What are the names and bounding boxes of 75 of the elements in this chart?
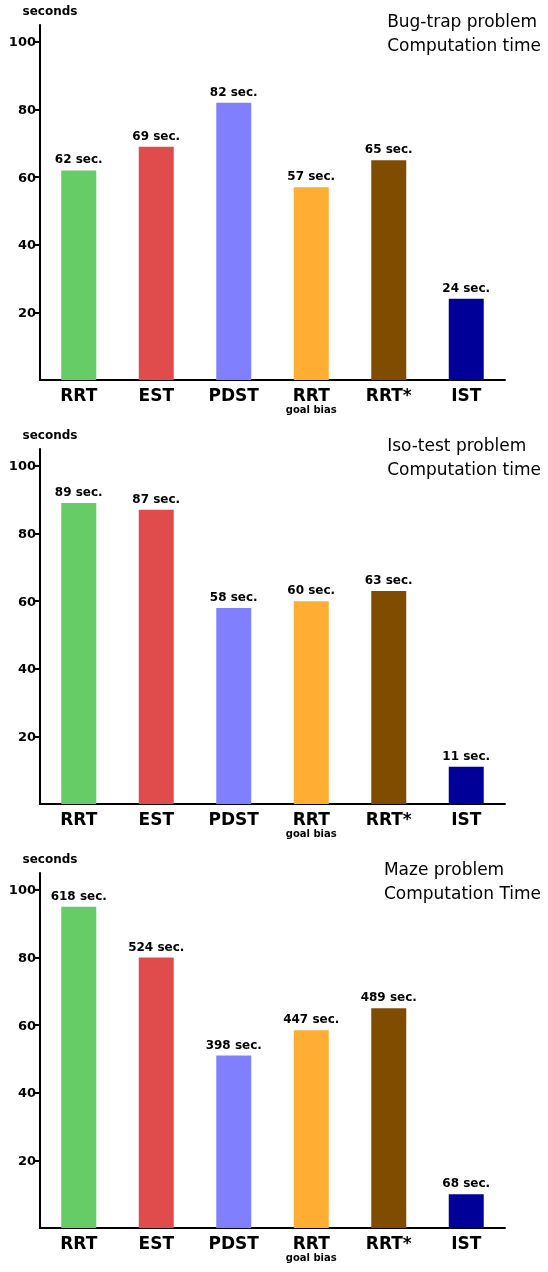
x-tick-label: RRT goal bias [285, 385, 337, 415]
x-tick-label: RRT* [365, 809, 412, 829]
bar [61, 170, 97, 380]
y-axis-title: seconds [22, 4, 78, 18]
bar [216, 102, 252, 380]
x-tick-label: PDST [208, 1233, 260, 1253]
bar [293, 1030, 329, 1228]
bar [371, 1008, 407, 1228]
bar [216, 1055, 252, 1228]
data-label: 58 sec. [209, 589, 258, 604]
data-label: 63 sec. [364, 573, 413, 587]
annotation: 524 sec. [128, 939, 185, 954]
chart-title: Maze problem Computation Time [383, 859, 542, 903]
x-tick-label: EST [138, 1233, 175, 1253]
y-tick-label: 100 [8, 458, 36, 474]
bar [293, 601, 329, 804]
bar [448, 766, 484, 804]
bar [61, 503, 97, 804]
annotation: 489 sec. [360, 990, 417, 1005]
data-label: 65 sec. [364, 142, 413, 157]
bar [448, 1194, 484, 1228]
chart-title: Iso-test problem Computation time [387, 435, 541, 479]
bar [138, 957, 174, 1228]
x-tick-label: RRT* [365, 1233, 412, 1253]
data-label: 57 sec. [287, 169, 336, 184]
y-tick-label: 60 [17, 169, 36, 185]
bar [138, 509, 174, 804]
annotation: 447 sec. [283, 1012, 340, 1027]
data-label: 62 sec. [54, 152, 103, 167]
y-tick-label: 40 [17, 237, 36, 253]
x-tick-label: PDST [208, 385, 260, 405]
data-label: 69 sec. [132, 128, 181, 143]
y-tick-label: 20 [17, 1152, 36, 1168]
data-label: 89 sec. [54, 485, 103, 500]
x-tick-label: RRT [60, 809, 98, 829]
x-tick-label: RRT goal bias [285, 1233, 337, 1263]
y-tick-label: 60 [17, 1017, 36, 1033]
data-label: 60 sec. [287, 583, 336, 598]
bar [371, 160, 407, 380]
bar [216, 607, 252, 804]
bar [61, 906, 97, 1228]
x-tick-label: EST [138, 809, 175, 829]
y-tick-label: 80 [17, 526, 36, 542]
bar [448, 298, 484, 380]
annotation: 398 sec. [205, 1037, 262, 1052]
x-tick-label: IST [451, 1233, 482, 1253]
bar [371, 591, 407, 804]
chart-title: Bug-trap problem Computation time [387, 11, 541, 55]
x-tick-label: EST [138, 385, 175, 405]
bar [138, 146, 174, 380]
y-tick-label: 40 [17, 661, 36, 677]
y-axis-title: seconds [22, 428, 78, 442]
y-tick-label: 40 [17, 1085, 36, 1101]
y-tick-label: 60 [17, 593, 36, 609]
y-tick-label: 100 [8, 34, 36, 50]
data-label: 11 sec. [442, 748, 491, 763]
data-label: 24 sec. [442, 280, 491, 295]
data-label: 87 sec. [132, 491, 181, 506]
annotation: 618 sec. [50, 888, 107, 903]
x-tick-label: IST [451, 809, 482, 829]
x-tick-label: PDST [208, 809, 260, 829]
x-tick-label: RRT goal bias [285, 809, 337, 839]
annotation: 68 sec. [442, 1176, 491, 1191]
bar [293, 187, 329, 380]
x-tick-label: IST [451, 385, 482, 405]
y-tick-label: 20 [17, 304, 36, 320]
y-tick-label: 80 [17, 950, 36, 966]
y-tick-label: 20 [17, 728, 36, 744]
x-tick-label: RRT [60, 385, 98, 405]
y-tick-label: 80 [17, 102, 36, 118]
y-axis-title: seconds [22, 852, 78, 866]
data-label: 82 sec. [209, 84, 258, 99]
y-tick-label: 100 [8, 882, 36, 898]
x-tick-label: RRT [60, 1233, 98, 1253]
x-tick-label: RRT* [365, 385, 412, 405]
